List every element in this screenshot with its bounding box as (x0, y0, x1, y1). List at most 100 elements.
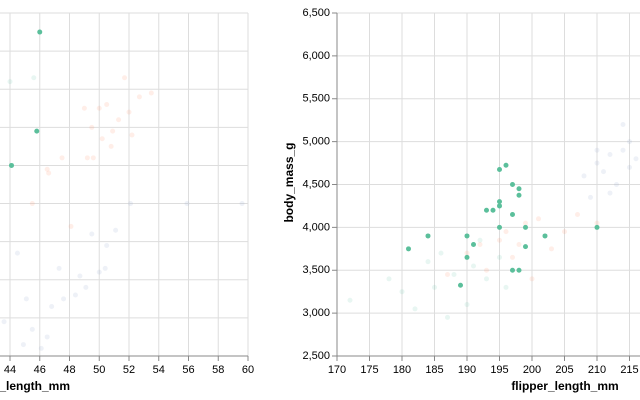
point (425, 233, 431, 239)
point (110, 128, 116, 134)
x-tick-label: 190 (458, 364, 476, 376)
point (99, 136, 105, 142)
point (108, 143, 114, 149)
point (14, 250, 20, 256)
point (1, 319, 7, 325)
point (458, 282, 463, 288)
point (575, 212, 580, 218)
point (620, 121, 626, 127)
point (406, 246, 411, 252)
x-tick-label: 195 (490, 364, 508, 376)
point (44, 334, 50, 340)
point (445, 314, 450, 320)
point (122, 75, 128, 81)
y-tick-label: 6,000 (302, 50, 330, 62)
point (464, 250, 470, 256)
point (399, 289, 405, 295)
point (464, 254, 470, 260)
point (347, 297, 353, 303)
point (503, 229, 509, 235)
point (68, 223, 74, 229)
x-tick-label: 58 (212, 364, 224, 376)
point (96, 269, 102, 275)
x-tick-label: 50 (93, 364, 105, 376)
point (412, 306, 418, 312)
x-tick-label: 60 (242, 364, 254, 376)
x-tick-label: 54 (153, 364, 165, 376)
x-tick-label: 44 (4, 364, 16, 376)
point (451, 272, 457, 278)
point (484, 207, 489, 213)
point (148, 90, 154, 96)
point (23, 296, 29, 302)
point (594, 160, 600, 166)
point (490, 207, 496, 213)
point (56, 265, 62, 271)
point (516, 192, 522, 198)
point (523, 244, 528, 250)
x-tick-label: 210 (588, 364, 606, 376)
point (523, 220, 528, 226)
point (8, 162, 14, 168)
point (59, 155, 65, 161)
y-tick-label: 5,000 (302, 136, 330, 148)
point (497, 166, 502, 172)
point (445, 272, 450, 278)
x-tick-label: 215 (620, 364, 638, 376)
point (497, 237, 502, 243)
point (529, 276, 535, 282)
point (510, 254, 515, 260)
point (627, 164, 632, 170)
point (477, 242, 483, 248)
point (627, 139, 632, 145)
point (126, 109, 132, 115)
point (96, 105, 102, 111)
point (536, 216, 541, 222)
point (432, 284, 437, 290)
point (49, 303, 55, 309)
point (89, 124, 95, 130)
y-tick-label: 4,500 (302, 178, 330, 190)
point (477, 237, 483, 243)
point (497, 199, 502, 205)
point (484, 267, 489, 273)
point (46, 170, 52, 176)
point (184, 201, 190, 207)
point (136, 94, 142, 100)
point (471, 242, 476, 248)
point (607, 190, 613, 196)
y-tick-label: 6,500 (302, 7, 330, 19)
point (503, 284, 509, 290)
point (61, 296, 67, 302)
point (516, 186, 522, 192)
point (90, 155, 96, 161)
point (425, 259, 431, 265)
point (89, 231, 95, 237)
point (471, 263, 476, 269)
point (601, 169, 606, 175)
point (7, 79, 13, 85)
point (104, 242, 110, 248)
point (104, 101, 110, 107)
point (127, 201, 133, 207)
point (116, 117, 122, 123)
point (620, 147, 626, 153)
point (484, 276, 489, 282)
point (510, 267, 515, 273)
x-tick-label: 56 (182, 364, 194, 376)
point (464, 302, 470, 308)
point (37, 29, 43, 35)
point (77, 273, 83, 279)
point (588, 194, 593, 200)
x-tick-label: 175 (360, 364, 378, 376)
point (542, 233, 548, 239)
point (83, 284, 89, 290)
point (497, 254, 502, 260)
point (510, 182, 515, 187)
point (516, 242, 522, 248)
point (29, 326, 35, 332)
point (523, 224, 528, 230)
point (562, 229, 567, 235)
point (239, 201, 245, 207)
point (84, 155, 90, 161)
